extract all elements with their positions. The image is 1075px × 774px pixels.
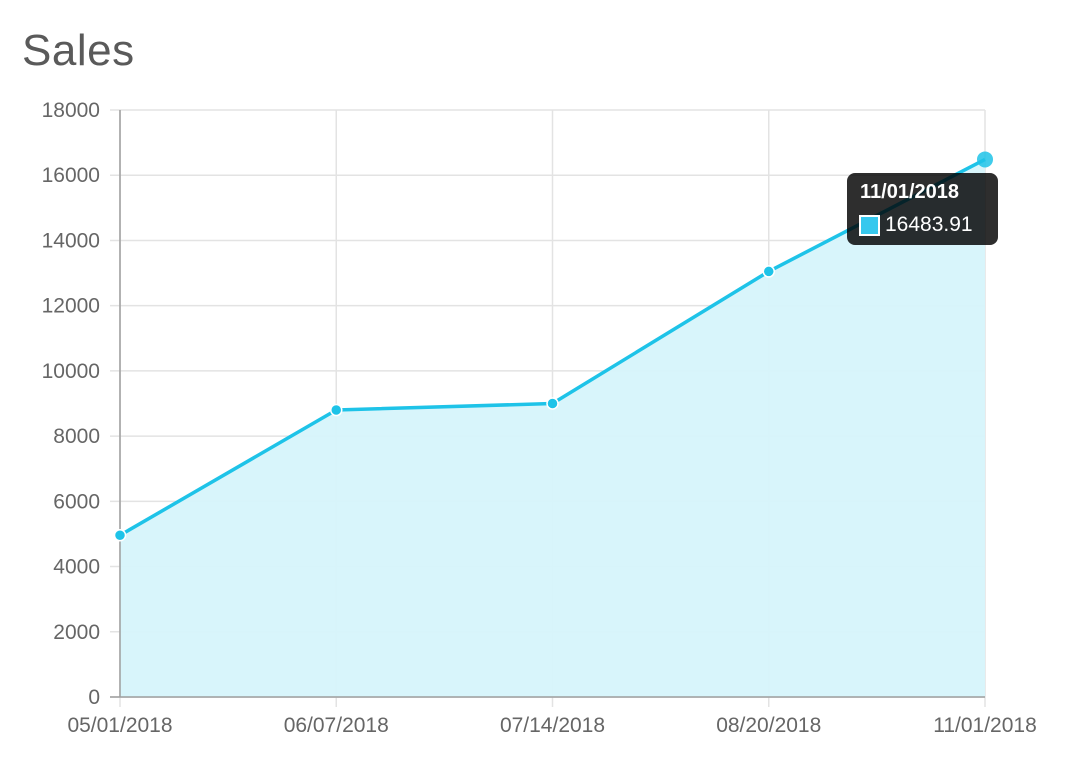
data-point[interactable] — [113, 528, 127, 542]
y-tick-label: 10000 — [42, 360, 100, 383]
y-axis-ticks: 0 2000 4000 6000 8000 10000 12000 14000 16000 180… — [42, 99, 100, 709]
x-tick-label: 08/20/2018 — [716, 714, 821, 737]
y-tick-label: 6000 — [53, 490, 100, 513]
x-tick-label: 05/01/2018 — [67, 714, 172, 737]
tooltip: 11/01/2018 16483.91 — [847, 173, 998, 245]
data-point[interactable] — [762, 265, 775, 278]
y-tick-label: 16000 — [42, 164, 100, 187]
data-point[interactable] — [977, 151, 993, 168]
area-fill — [120, 159, 985, 697]
y-tick-label: 4000 — [53, 556, 100, 579]
tooltip-title: 11/01/2018 — [860, 181, 959, 203]
x-tick-label: 07/14/2018 — [500, 714, 605, 737]
chart-title: Sales — [22, 26, 135, 75]
axes — [110, 110, 985, 698]
x-axis-ticks: 05/01/2018 06/07/2018 07/14/2018 08/20/2018… — [67, 714, 1036, 737]
y-tick-label: 12000 — [42, 295, 100, 318]
y-tick-label: 14000 — [42, 229, 100, 252]
data-point[interactable] — [330, 403, 343, 417]
data-points[interactable] — [113, 151, 994, 542]
y-tick-label: 0 — [88, 686, 100, 709]
x-tick-label: 06/07/2018 — [284, 714, 389, 737]
y-tick-label: 18000 — [42, 99, 100, 122]
y-tick-label: 8000 — [53, 425, 100, 448]
tooltip-value: 16483.91 — [885, 213, 973, 236]
tooltip-row: 16483.91 — [859, 213, 973, 237]
y-tick-label: 2000 — [53, 621, 100, 644]
tooltip-color-swatch — [859, 214, 880, 236]
data-point[interactable] — [546, 397, 559, 410]
x-tick-label: 11/01/2018 — [933, 714, 1037, 737]
